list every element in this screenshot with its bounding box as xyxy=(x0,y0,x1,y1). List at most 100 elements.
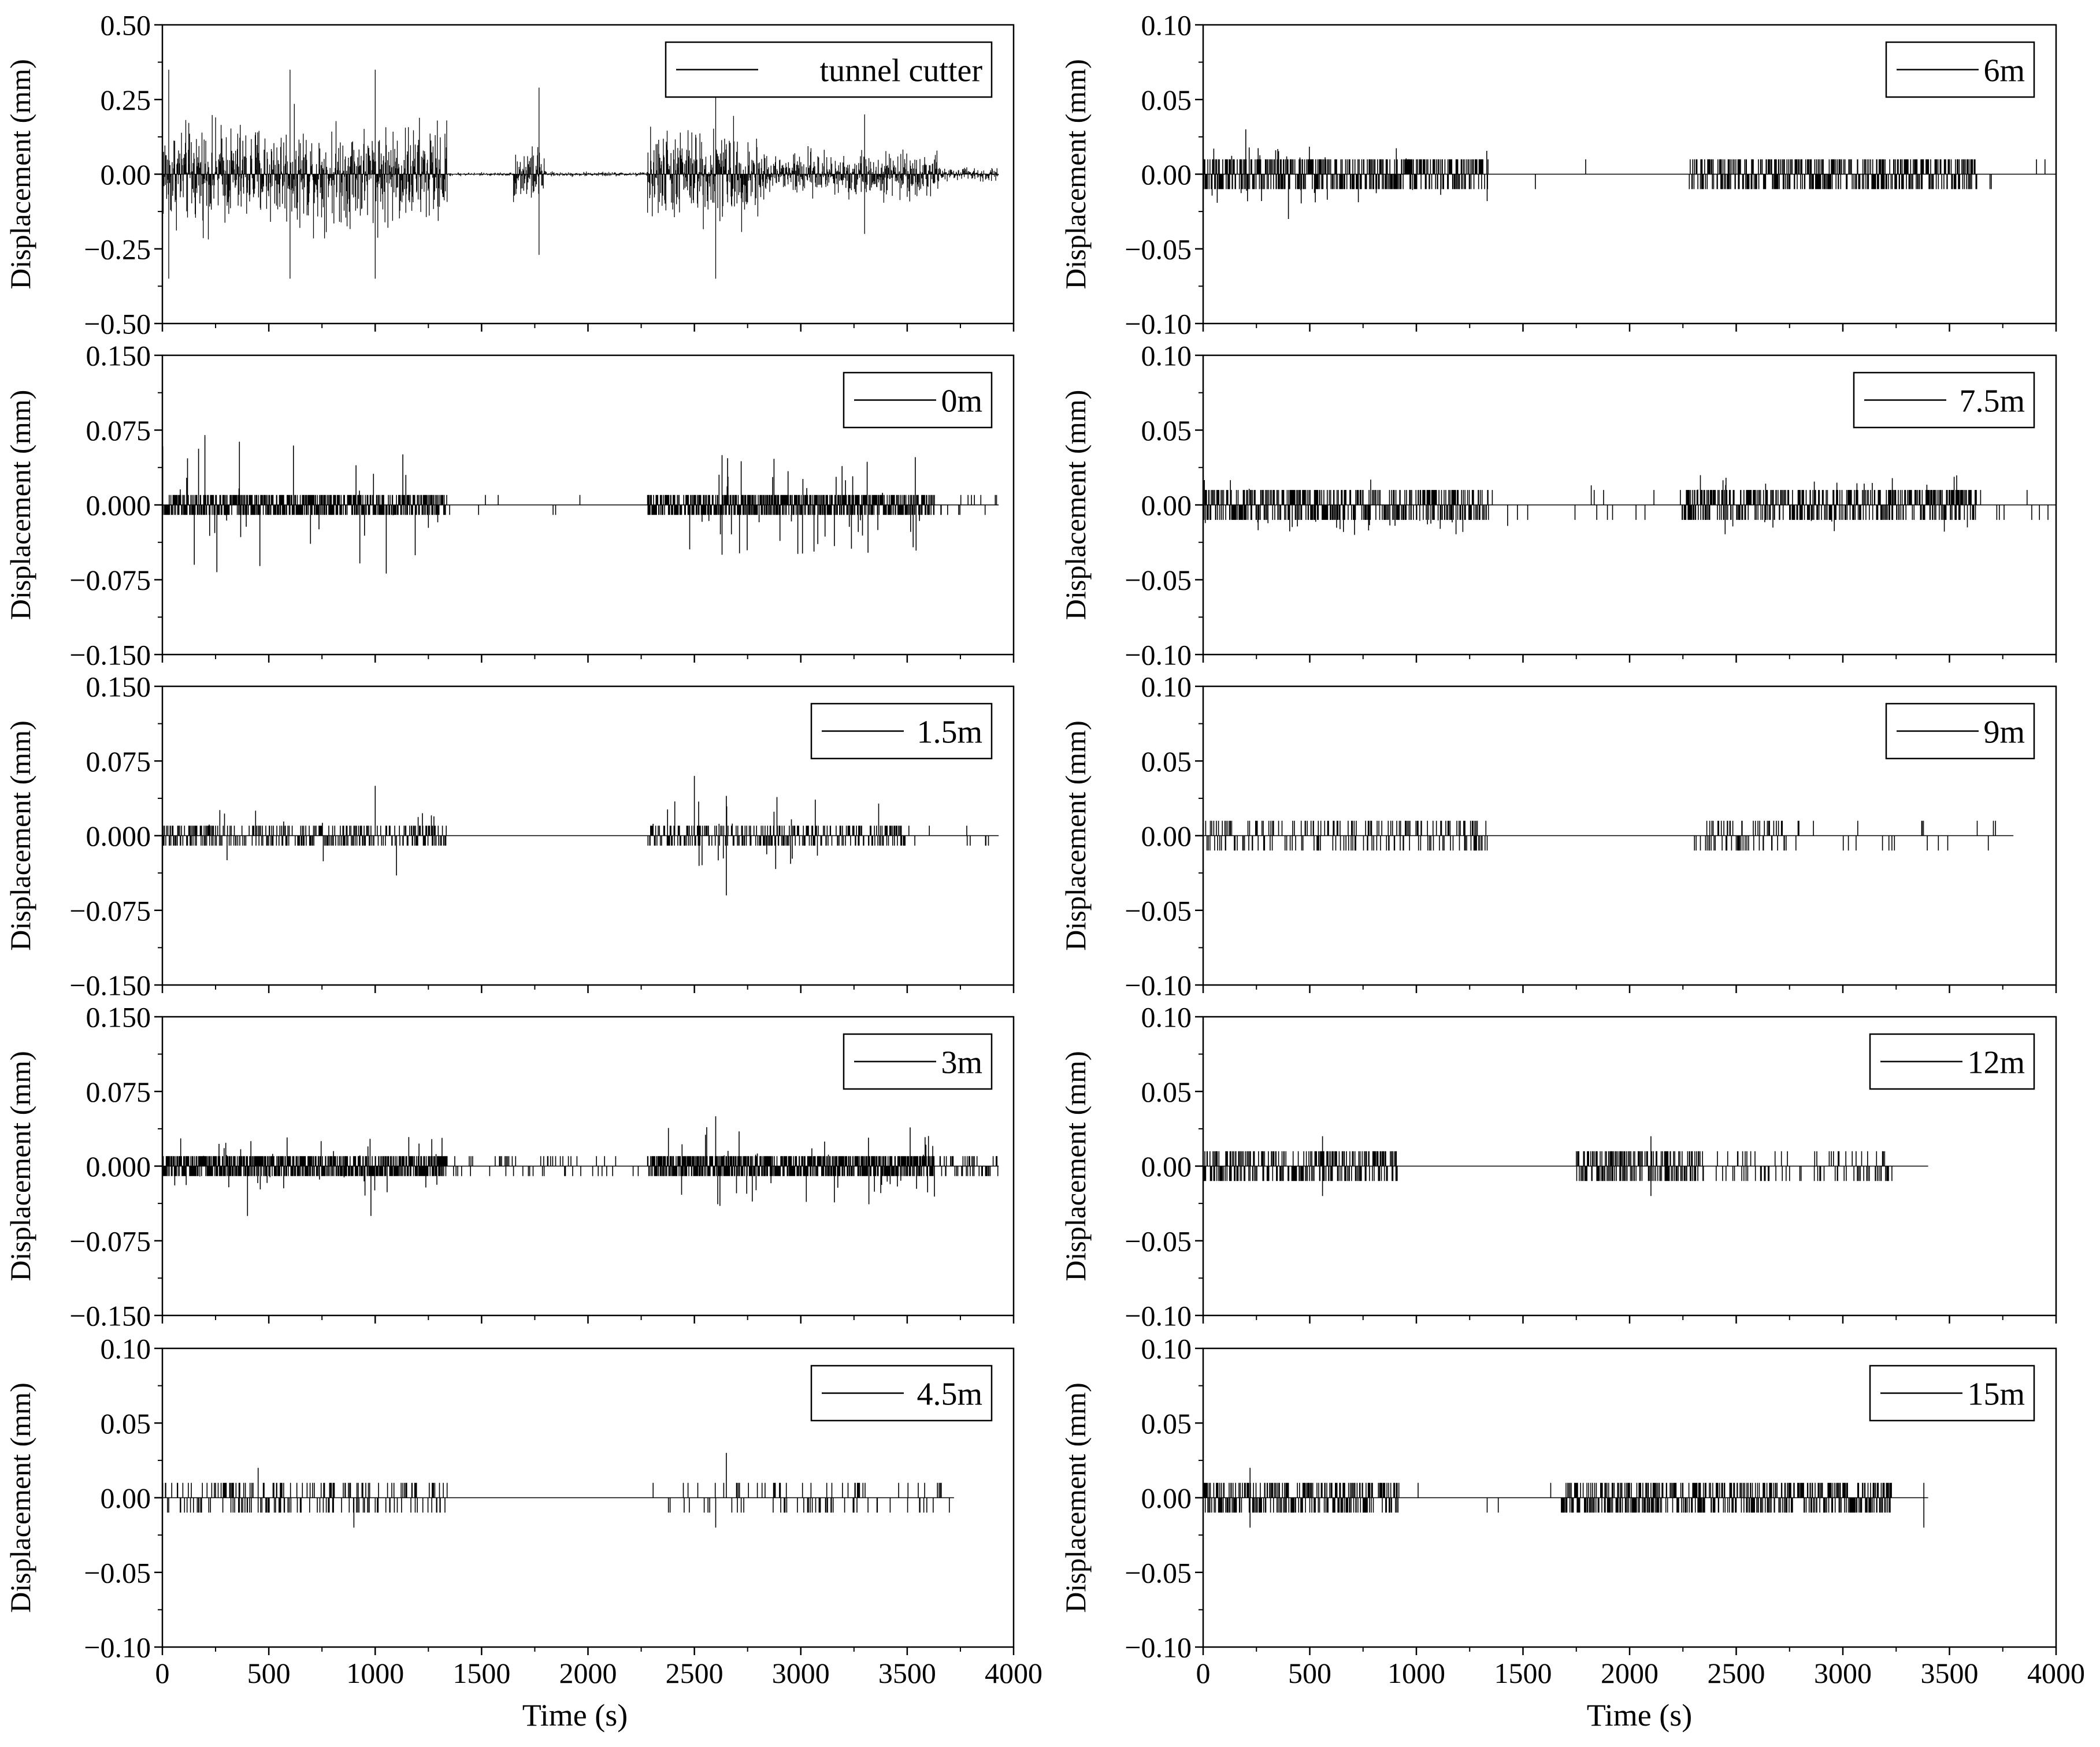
y-tick-label: 0.25 xyxy=(101,84,151,116)
y-tick-label: 0.10 xyxy=(1141,9,1192,42)
x-tick-label: 3000 xyxy=(772,1657,830,1689)
legend: 6m xyxy=(1885,41,2035,98)
legend: 4.5m xyxy=(810,1365,993,1422)
legend: tunnel cutter xyxy=(665,41,993,98)
y-tick-label: −0.05 xyxy=(84,1556,151,1589)
y-tick-label: 0.000 xyxy=(86,820,151,852)
y-axis-label: Displacement (mm) xyxy=(4,1382,36,1613)
y-tick-label: −0.075 xyxy=(69,564,151,596)
legend-label: 15m xyxy=(1967,1377,2025,1413)
x-tick-label: 3500 xyxy=(878,1657,936,1689)
legend-label: 7.5m xyxy=(1959,384,2025,419)
legend-label: 4.5m xyxy=(917,1377,982,1413)
y-axis-label: Displacement (mm) xyxy=(1059,1051,1092,1281)
x-axis-label-left: Time (s) xyxy=(522,1698,628,1733)
x-tick-label: 1000 xyxy=(1387,1657,1445,1689)
y-tick-label: 0.150 xyxy=(86,671,151,703)
x-tick-label: 1500 xyxy=(452,1657,510,1689)
x-tick-label: 3000 xyxy=(1814,1657,1872,1689)
x-tick-label: 500 xyxy=(247,1657,291,1689)
y-tick-label: −0.10 xyxy=(1125,639,1192,671)
y-tick-label: −0.10 xyxy=(1125,308,1192,340)
y-tick-label: 0.05 xyxy=(1141,1407,1192,1440)
subplot-right-4: 0.10 0.05 0.00 −0.05 −0.100 500 1000 1500 2000 25… xyxy=(1059,1333,2085,1690)
x-tick-label: 1500 xyxy=(1494,1657,1552,1689)
y-tick-label: −0.25 xyxy=(84,233,151,265)
y-tick-label: 0.50 xyxy=(101,9,151,42)
y-tick-label: 0.00 xyxy=(1141,489,1192,522)
y-tick-label: −0.05 xyxy=(1125,1556,1192,1589)
y-tick-label: 0.000 xyxy=(86,1150,151,1183)
y-tick-label: 0.00 xyxy=(1141,158,1192,191)
y-tick-label: −0.075 xyxy=(69,894,151,927)
series-line xyxy=(162,435,999,574)
y-tick-label: −0.50 xyxy=(84,308,151,340)
y-tick-label: 0.10 xyxy=(1141,671,1192,703)
y-tick-label: −0.10 xyxy=(1125,969,1192,1002)
x-tick-label: 2000 xyxy=(559,1657,617,1689)
y-tick-label: −0.10 xyxy=(1125,1631,1192,1664)
series-line xyxy=(162,776,999,895)
series-line xyxy=(1203,475,2056,535)
y-axis-label: Displacement (mm) xyxy=(4,390,36,620)
legend: 15m xyxy=(1869,1365,2035,1422)
y-tick-label: −0.150 xyxy=(69,1300,151,1332)
y-axis-label: Displacement (mm) xyxy=(4,59,36,289)
y-axis-label: Displacement (mm) xyxy=(4,1051,36,1281)
y-tick-label: 0.075 xyxy=(86,745,151,778)
y-tick-label: 0.05 xyxy=(1141,1076,1192,1108)
legend: 7.5m xyxy=(1853,371,2035,429)
y-tick-label: −0.150 xyxy=(69,969,151,1002)
legend-label: tunnel cutter xyxy=(820,53,983,89)
y-tick-label: 0.00 xyxy=(1141,820,1192,852)
subplot-left-0: 0.50 0.25 0.00 −0.25 −0.50 Displacement (mm) t… xyxy=(4,9,1015,340)
y-axis-label: Displacement (mm) xyxy=(1059,1382,1092,1613)
x-tick-label: 4000 xyxy=(2027,1657,2085,1689)
x-tick-label: 0 xyxy=(155,1657,170,1689)
y-tick-label: 0.075 xyxy=(86,414,151,447)
series-line xyxy=(1203,1467,1928,1528)
x-tick-label: 2500 xyxy=(666,1657,724,1689)
y-tick-label: 0.150 xyxy=(86,340,151,372)
x-tick-label: 500 xyxy=(1288,1657,1331,1689)
legend-label: 1.5m xyxy=(917,715,982,750)
series-line xyxy=(1203,1136,1928,1196)
y-tick-label: −0.10 xyxy=(1125,1300,1192,1332)
y-tick-label: 0.150 xyxy=(86,1001,151,1034)
y-tick-label: −0.05 xyxy=(1125,1225,1192,1257)
y-tick-label: 0.00 xyxy=(1141,1150,1192,1183)
y-tick-label: −0.10 xyxy=(84,1631,151,1664)
legend-box xyxy=(665,41,993,98)
y-tick-label: 0.05 xyxy=(1141,414,1192,447)
y-tick-label: 0.075 xyxy=(86,1076,151,1108)
subplot-left-4: 0.10 0.05 0.00 −0.05 −0.100 500 1000 1500 2000 25… xyxy=(4,1333,1042,1690)
series-line xyxy=(162,1116,999,1216)
series-line xyxy=(162,69,999,279)
series-line xyxy=(162,1452,954,1528)
series-line xyxy=(1203,820,2014,851)
y-axis-label: Displacement (mm) xyxy=(1059,59,1092,289)
y-tick-label: 0.10 xyxy=(101,1333,151,1365)
y-tick-label: −0.05 xyxy=(1125,894,1192,927)
legend-label: 0m xyxy=(941,384,982,419)
y-tick-label: −0.075 xyxy=(69,1225,151,1257)
y-axis-label: Displacement (mm) xyxy=(4,720,36,951)
y-tick-label: 0.10 xyxy=(1141,1001,1192,1034)
y-tick-label: 0.10 xyxy=(1141,1333,1192,1365)
y-tick-label: 0.05 xyxy=(1141,745,1192,778)
y-tick-label: 0.05 xyxy=(101,1407,151,1440)
series-line xyxy=(1203,129,2056,219)
y-tick-label: 0.000 xyxy=(86,489,151,522)
y-tick-label: 0.00 xyxy=(101,158,151,191)
legend-label: 3m xyxy=(941,1045,982,1081)
legend: 12m xyxy=(1869,1033,2035,1090)
legend-label: 9m xyxy=(1983,715,2025,750)
subplot-right-2: 0.10 0.05 0.00 −0.05 −0.10 Displacement (mm) 9… xyxy=(1059,671,2057,1002)
y-tick-label: −0.05 xyxy=(1125,233,1192,265)
y-tick-label: −0.150 xyxy=(69,639,151,671)
legend: 1.5m xyxy=(810,702,993,760)
subplot-right-3: 0.10 0.05 0.00 −0.05 −0.10 Displacement (mm) 1… xyxy=(1059,1001,2057,1332)
y-axis-label: Displacement (mm) xyxy=(1059,390,1092,620)
x-tick-label: 2000 xyxy=(1601,1657,1659,1689)
subplot-right-1: 0.10 0.05 0.00 −0.05 −0.10 Displacement (mm) 7… xyxy=(1059,340,2057,671)
